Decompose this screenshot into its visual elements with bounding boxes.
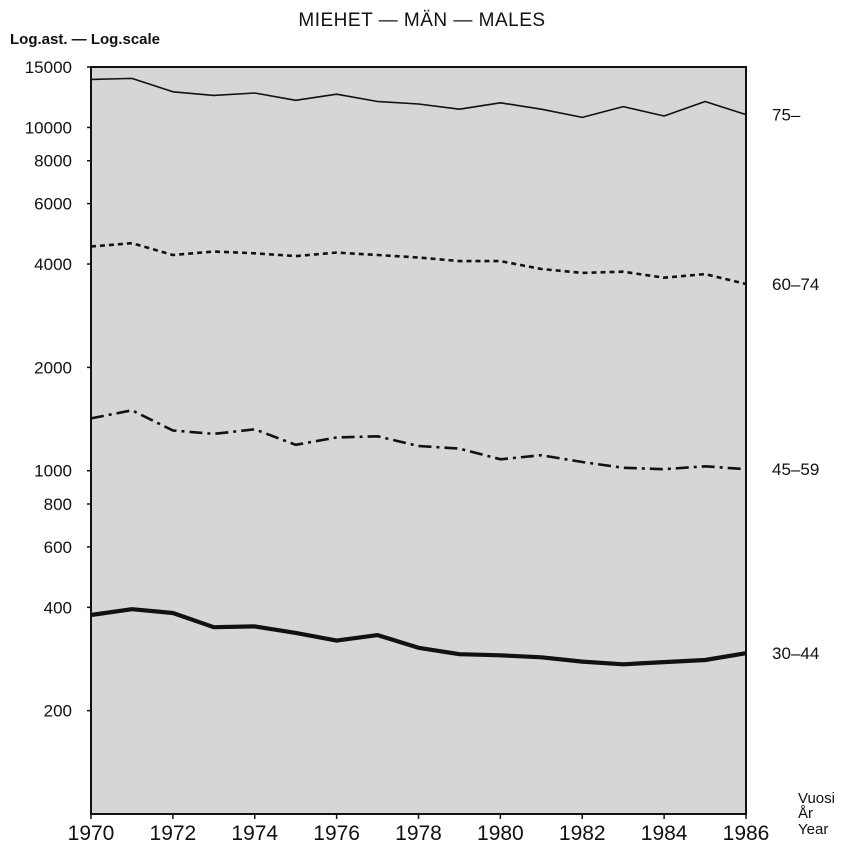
chart-title: MIEHET — MÄN — MALES xyxy=(298,10,545,31)
series-line xyxy=(90,607,747,667)
series-label: 75– xyxy=(772,106,801,125)
plot-area xyxy=(90,66,747,815)
x-axis-label-line-2: År xyxy=(798,805,813,822)
x-tick-label: 1970 xyxy=(68,822,115,845)
series-line xyxy=(90,77,747,119)
y-tick-label: 400 xyxy=(44,598,72,617)
series-label: 45–59 xyxy=(772,460,819,479)
y-tick-label: 2000 xyxy=(34,358,72,377)
x-ticks: 1970 1972 1974 1976 1978 1980 1982 1984 1986 xyxy=(68,814,770,845)
series-labels: 75– 60–74 45–59 30–44 xyxy=(772,106,819,664)
y-ticks: 15000 10000 8000 6000 4000 2000 1000 800 600 400 2… xyxy=(25,58,91,721)
y-tick-label: 6000 xyxy=(34,195,72,214)
x-tick-label: 1976 xyxy=(313,822,360,845)
x-tick-label: 1980 xyxy=(477,822,524,845)
series-line xyxy=(90,408,747,471)
series-label: 30–44 xyxy=(772,644,819,663)
x-tick-label: 1972 xyxy=(150,822,197,845)
y-tick-label: 200 xyxy=(44,702,72,721)
series-label: 60–74 xyxy=(772,275,819,294)
y-tick-label: 10000 xyxy=(25,118,72,137)
x-tick-label: 1984 xyxy=(641,822,688,845)
y-axis-label: Log.ast. — Log.scale xyxy=(10,31,160,48)
series-lines xyxy=(90,77,747,667)
x-tick-label: 1974 xyxy=(231,822,278,845)
y-tick-label: 800 xyxy=(44,495,72,514)
x-tick-label: 1978 xyxy=(395,822,442,845)
x-axis-label-line-1: Vuosi xyxy=(798,790,835,807)
y-tick-label: 600 xyxy=(44,538,72,557)
y-tick-label: 8000 xyxy=(34,152,72,171)
y-tick-label: 15000 xyxy=(25,58,72,77)
x-tick-label: 1986 xyxy=(723,822,770,845)
y-tick-label: 1000 xyxy=(34,462,72,481)
x-axis-label-line-3: Year xyxy=(798,821,828,838)
x-tick-label: 1982 xyxy=(559,822,606,845)
series-line xyxy=(90,241,747,286)
y-tick-label: 4000 xyxy=(34,255,72,274)
